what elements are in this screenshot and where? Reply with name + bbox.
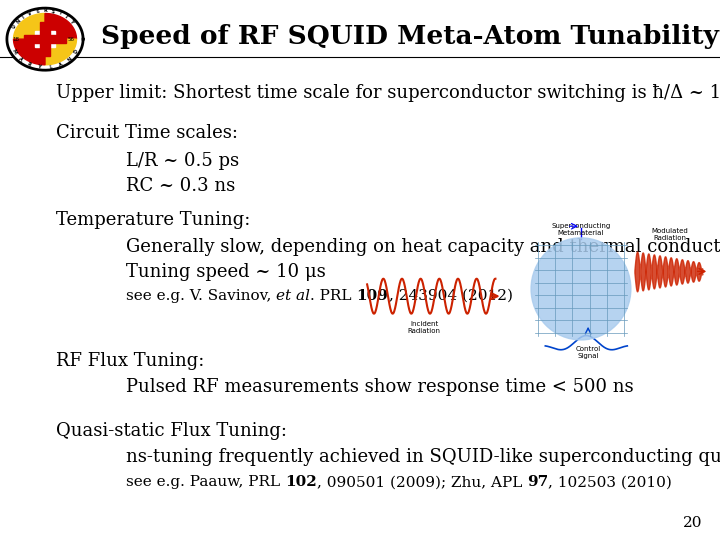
Text: T: T [63,14,69,20]
Text: V: V [27,10,33,17]
Text: Quasi-static Flux Tuning:: Quasi-static Flux Tuning: [56,422,287,440]
Text: Y: Y [68,18,75,24]
Text: A: A [17,56,24,62]
Text: Generally slow, depending on heat capacity and thermal conductivity: Generally slow, depending on heat capaci… [126,238,720,255]
Text: et al: et al [276,289,310,303]
Polygon shape [45,14,76,39]
Text: E: E [35,9,40,14]
Text: 20: 20 [683,516,702,530]
Polygon shape [24,35,66,43]
Text: , 102503 (2010): , 102503 (2010) [548,475,672,489]
Text: L: L [48,64,53,70]
Text: Incident
Radiation: Incident Radiation [408,321,441,334]
Text: Tuning speed ~ 10 μs: Tuning speed ~ 10 μs [126,263,325,281]
Text: 109: 109 [356,289,389,303]
Text: R: R [43,8,47,14]
Text: Speed of RF SQUID Meta-Atom Tunability: Speed of RF SQUID Meta-Atom Tunability [102,24,719,49]
Text: 18: 18 [12,37,19,42]
Text: A: A [58,62,63,68]
Text: 97: 97 [527,475,548,489]
Text: , 090501 (2009); Zhu, APL: , 090501 (2009); Zhu, APL [317,475,527,489]
Text: RC ~ 0.3 ns: RC ~ 0.3 ns [126,177,235,194]
Polygon shape [35,31,55,47]
Text: L/R ~ 0.5 ps: L/R ~ 0.5 ps [126,152,239,170]
Text: N: N [66,56,73,63]
Polygon shape [45,39,76,65]
Text: Circuit Time scales:: Circuit Time scales: [56,124,238,142]
Ellipse shape [531,238,631,340]
Polygon shape [14,14,45,39]
Text: I: I [58,11,62,16]
Text: Upper limit: Shortest time scale for superconductor switching is ħ/Δ ~ 1 ps: Upper limit: Shortest time scale for sup… [56,84,720,102]
Text: . PRL: . PRL [310,289,356,303]
Text: R: R [27,62,32,68]
Text: ns-tuning frequently achieved in SQUID-like superconducting qubits: ns-tuning frequently achieved in SQUID-l… [126,448,720,466]
Text: U: U [11,23,17,29]
Text: Superconducting
Metamaterial: Superconducting Metamaterial [552,223,611,237]
Text: see e.g. V. Savinov,: see e.g. V. Savinov, [126,289,276,303]
Text: 56: 56 [68,37,75,42]
Text: I: I [22,14,26,19]
Text: N: N [15,18,22,24]
Text: S: S [50,9,55,14]
Text: RF Flux Tuning:: RF Flux Tuning: [56,352,204,370]
Polygon shape [14,39,45,65]
Text: Modulated
Radiation: Modulated Radiation [652,228,688,241]
Text: Temperature Tuning:: Temperature Tuning: [56,211,251,228]
Text: Control
Signal: Control Signal [575,346,600,359]
Polygon shape [40,22,50,56]
Text: Y: Y [37,64,42,70]
Text: , 243904 (2012): , 243904 (2012) [389,289,513,303]
Polygon shape [7,8,83,70]
Text: see e.g. Paauw, PRL: see e.g. Paauw, PRL [126,475,285,489]
Text: 102: 102 [285,475,317,489]
Text: M: M [11,49,17,56]
Text: Pulsed RF measurements show response time < 500 ns: Pulsed RF measurements show response tim… [126,378,634,396]
Text: D: D [73,49,79,55]
